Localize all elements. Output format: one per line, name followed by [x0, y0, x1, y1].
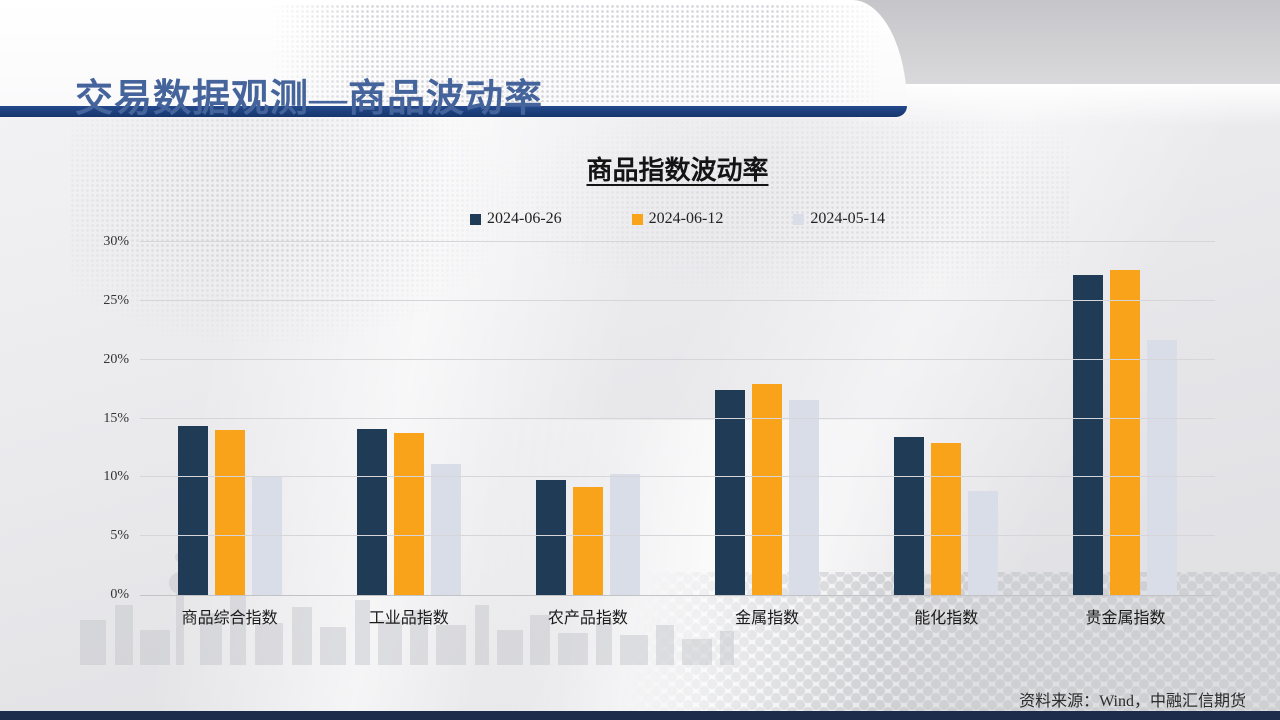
dotted-world-map-pattern-center: [470, 120, 1070, 300]
city-skyline-silhouette: [80, 539, 734, 665]
bar: [251, 477, 282, 595]
y-axis-label: 30%: [103, 234, 129, 249]
x-axis-label: 贵金属指数: [1085, 610, 1166, 627]
legend-swatch: [793, 213, 805, 225]
bar-cluster: [177, 242, 282, 595]
bar-cluster: [715, 242, 820, 595]
bar: [894, 437, 925, 595]
bar-group: 贵金属指数: [1036, 242, 1215, 627]
y-axis-label: 25%: [103, 292, 129, 308]
gridline: [140, 241, 1215, 242]
bar: [1073, 274, 1104, 595]
bar-cluster: [894, 242, 999, 595]
bar-group: 工业品指数: [319, 242, 498, 627]
bar: [572, 486, 603, 595]
x-axis-label: 金属指数: [735, 610, 800, 627]
bar: [535, 479, 566, 595]
legend-label: 2024-06-12: [648, 210, 724, 227]
bar-cluster: [356, 242, 461, 595]
bar-group: 金属指数: [678, 242, 857, 627]
x-axis-label: 商品综合指数: [181, 610, 278, 627]
bar: [214, 430, 245, 595]
header-dot-pattern: [270, 4, 885, 102]
chart-plot-area: 商品综合指数 工业品指数 农产品指数 金属指数 能化指数 贵金属指数 0% 5% 10% 15%…: [103, 234, 1215, 627]
header-band: [0, 0, 907, 106]
bar-group: 商品综合指数: [140, 242, 319, 627]
y-axis-label: 5%: [110, 528, 129, 544]
bar: [789, 399, 820, 595]
data-source-note: 资料来源：Wind，中融汇信期货: [1019, 693, 1246, 710]
chart-legend: 2024-06-26 2024-06-12 2024-05-14: [140, 210, 1215, 228]
gridline: [140, 476, 1215, 478]
y-axis-label: 10%: [103, 469, 129, 485]
y-axis-label: 20%: [103, 351, 129, 367]
bar-cluster: [535, 242, 640, 595]
bar-groups: 商品综合指数 工业品指数 农产品指数 金属指数 能化指数 贵金属指数: [140, 242, 1215, 627]
bar: [1110, 270, 1141, 595]
x-axis-label: 工业品指数: [368, 610, 449, 627]
top-right-gray-block: [845, 0, 1280, 84]
chart-title: 商品指数波动率: [586, 156, 769, 185]
gridline: [140, 417, 1215, 419]
gridline: [140, 299, 1215, 301]
bar-group: 农产品指数: [498, 242, 677, 627]
legend-swatch: [470, 213, 482, 225]
header-underline-bar: [0, 106, 907, 117]
y-axis-label: 0%: [110, 587, 129, 602]
gridline: [140, 535, 1215, 537]
bar: [1147, 339, 1178, 595]
x-axis-label: 能化指数: [914, 610, 979, 627]
bar: [430, 464, 461, 595]
bar: [715, 390, 746, 595]
page-title: 交易数据观测—商品波动率: [75, 78, 544, 121]
legend-swatch: [631, 213, 643, 225]
bar: [356, 429, 387, 595]
bar: [968, 491, 999, 595]
dotted-world-map-pattern-left: [70, 118, 500, 343]
x-axis-line: [140, 595, 1215, 596]
top-right-white-swoosh: [858, 84, 1280, 126]
bar: [931, 443, 962, 595]
bar: [609, 473, 640, 595]
bar-cluster: [1073, 242, 1178, 595]
bar: [393, 432, 424, 595]
bar: [752, 384, 783, 595]
legend-label: 2024-05-14: [810, 210, 885, 227]
x-axis-label: 农产品指数: [547, 610, 628, 627]
gridline: [140, 358, 1215, 360]
y-axis-label: 15%: [103, 410, 129, 426]
legend-item: 2024-05-14: [793, 210, 885, 228]
bar-group: 能化指数: [857, 242, 1036, 627]
legend-label: 2024-06-26: [487, 210, 562, 227]
legend-item: 2024-06-26: [470, 210, 562, 228]
bottom-accent-strip: [0, 711, 1280, 720]
legend-item: 2024-06-12: [631, 210, 724, 228]
bar: [177, 425, 208, 595]
